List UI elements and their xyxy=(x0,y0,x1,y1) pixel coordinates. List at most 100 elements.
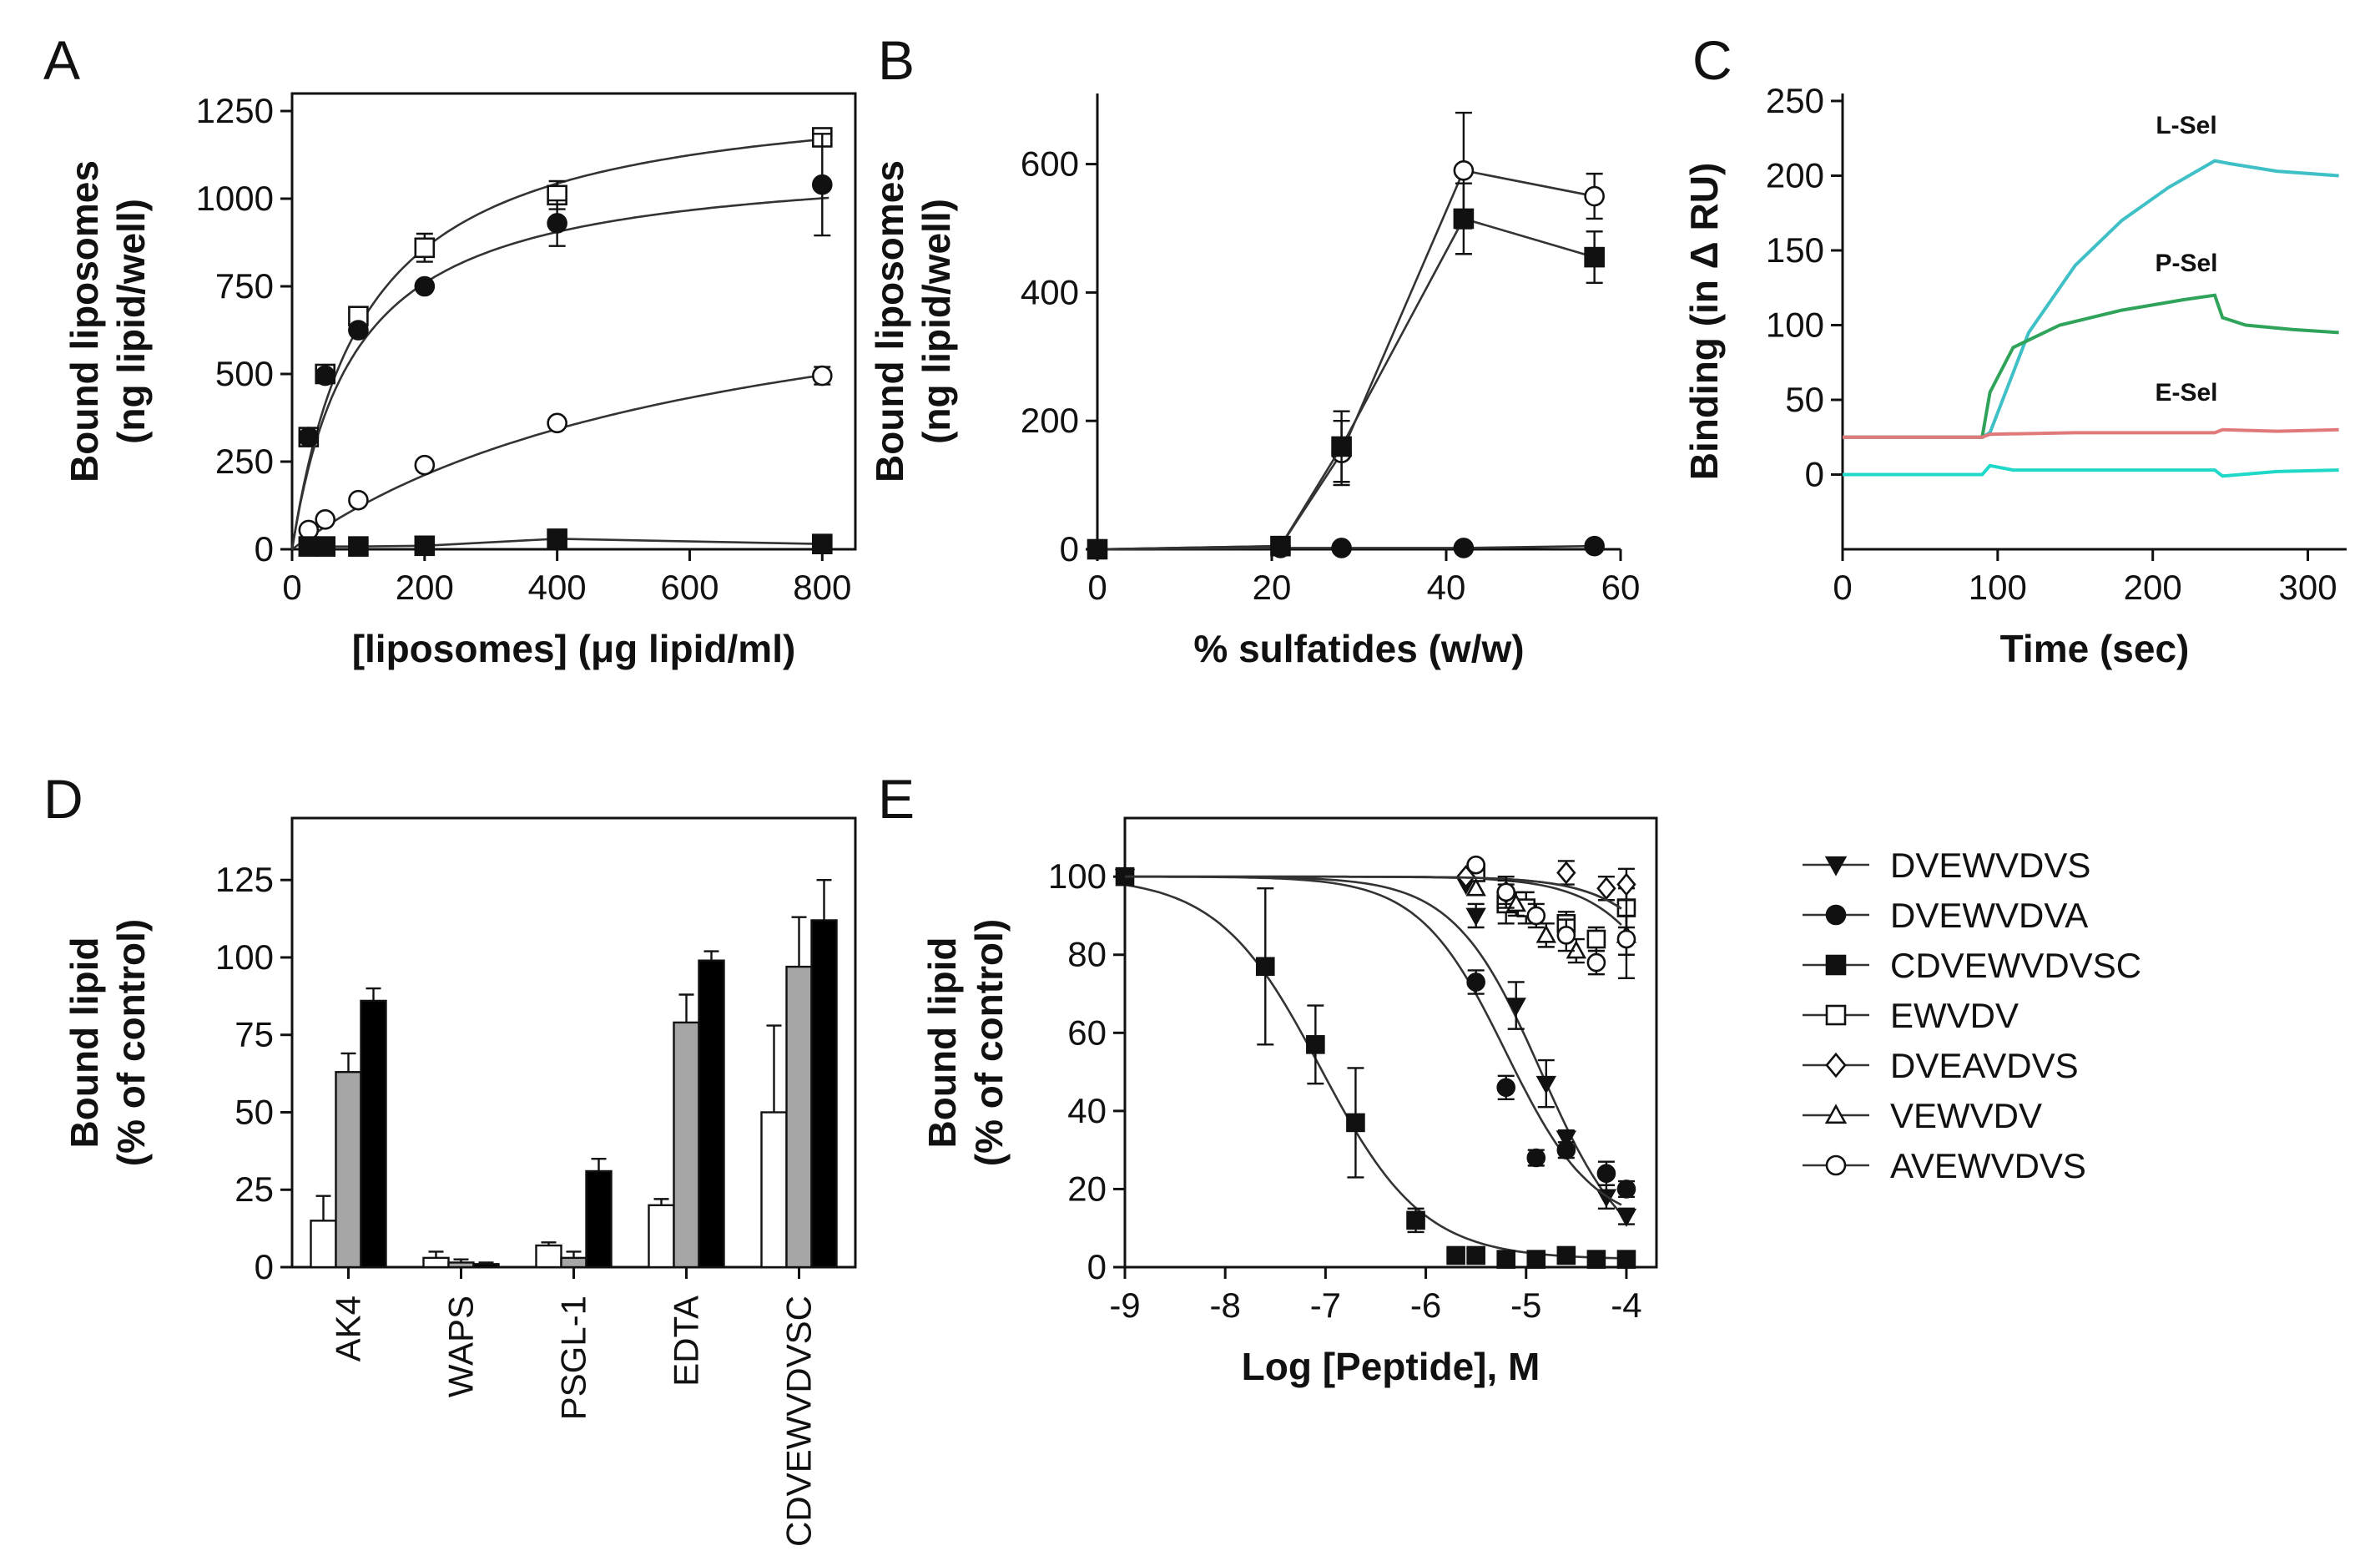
panel-e-x-tick-label: -5 xyxy=(1510,1286,1541,1325)
panel-d-bar-black xyxy=(698,959,725,1269)
panel-a-point xyxy=(298,427,320,447)
panel-e-y-tick-label: 80 xyxy=(1067,935,1107,974)
panel-a-x-tick-label: 200 xyxy=(396,568,454,607)
panel-d-y-tick-label: 100 xyxy=(215,937,274,977)
panel-a-point xyxy=(811,174,833,195)
panel-c-trace-reference xyxy=(1843,463,2339,478)
panel-e-point xyxy=(1465,907,1486,927)
panel-b-chart: 0 200 400 600 0 20 40 60 % sulfatides (w/w) Bound… xyxy=(868,93,1640,670)
legend-label: DVEWVDVA xyxy=(1890,896,2088,935)
panel-d-bar-gray xyxy=(335,1071,362,1269)
panel-e-point xyxy=(1466,1245,1485,1265)
panel-e-point xyxy=(1465,877,1486,897)
panel-a-frame xyxy=(290,92,857,551)
panel-e-x-tick-label: -6 xyxy=(1410,1286,1441,1325)
panel-e-point xyxy=(1406,1210,1425,1230)
panel-a-point xyxy=(348,489,369,511)
panel-d-category-label: PSGL-1 xyxy=(554,1296,593,1420)
panel-e-point xyxy=(1346,1113,1365,1133)
panel-c-label-p-sel: P-Sel xyxy=(2155,250,2217,277)
panel-e-y-tick-label: 40 xyxy=(1067,1091,1107,1130)
panel-d-group-ak4 xyxy=(310,987,387,1269)
panel-b-point xyxy=(1584,535,1605,557)
panel-letter-d: D xyxy=(43,768,83,830)
panel-e-y-tick-label: 20 xyxy=(1067,1169,1107,1208)
panel-b-point xyxy=(1453,538,1475,558)
panel-c-x-tick-label: 300 xyxy=(2278,568,2337,607)
panel-d-chart: 0 25 50 75 100 125 Bound lipid (% of control) AK… xyxy=(63,816,857,1547)
panel-c-x-tick-label: 100 xyxy=(1969,568,2027,607)
panel-e-point xyxy=(1616,872,1636,897)
panel-a-x-tick-label: 600 xyxy=(660,568,719,607)
panel-a-y-tick-label: 1000 xyxy=(196,179,274,218)
panel-a-point xyxy=(414,237,436,259)
panel-b-y-tick-label: 600 xyxy=(1021,144,1079,184)
panel-e-point xyxy=(1446,1245,1465,1265)
panel-e-y-tick-label: 100 xyxy=(1048,856,1107,896)
panel-a-point xyxy=(315,508,336,530)
panel-a-y-axis-title: (ng lipid/well) xyxy=(109,199,153,444)
panel-c-x-axis-title: Time (sec) xyxy=(2000,627,2190,670)
panel-b-series-filled-squares xyxy=(1087,182,1605,560)
legend-label: DVEAVDVS xyxy=(1890,1046,2079,1085)
panel-e-point xyxy=(1496,882,1516,902)
legend-marker xyxy=(1825,1004,1847,1026)
panel-a-series-filled-squares xyxy=(298,528,833,557)
panel-e-x-tick-label: -4 xyxy=(1611,1286,1641,1325)
panel-e-point xyxy=(1616,929,1636,949)
panel-d-group-cdvewvdvsc xyxy=(760,879,838,1269)
panel-e-y-axis-title: Bound lipid xyxy=(920,937,964,1149)
legend-item-ewvdv: EWVDV xyxy=(1803,996,2019,1035)
panel-e-point xyxy=(1535,924,1557,943)
legend-label: DVEWVDVS xyxy=(1890,846,2090,885)
panel-e-x-axis-title: Log [Peptide], M xyxy=(1242,1345,1540,1388)
panel-e-x-tick-label: -7 xyxy=(1310,1286,1341,1325)
panel-c-y-tick-label: 0 xyxy=(1805,454,1824,493)
panel-e-point xyxy=(1255,957,1275,977)
panel-a-point xyxy=(547,412,567,434)
panel-e-point xyxy=(1526,1250,1546,1269)
panel-b-line xyxy=(1097,217,1596,551)
panel-a-series-open-squares xyxy=(290,127,833,550)
panel-a-y-tick-label: 750 xyxy=(215,266,274,306)
panel-b-point xyxy=(1584,185,1605,207)
panel-c-label-e-sel: E-Sel xyxy=(2155,379,2217,407)
panel-e-point xyxy=(1556,861,1576,885)
panel-e-point xyxy=(1526,906,1546,926)
panel-b-y-tick-label: 400 xyxy=(1021,272,1079,311)
panel-e-point xyxy=(1586,1250,1606,1269)
legend-item-vewvdv: VEWVDV xyxy=(1803,1096,2042,1135)
panel-e-point xyxy=(1586,952,1606,972)
panel-d-y-tick-label: 50 xyxy=(234,1092,274,1131)
panel-d-y-axis-title: (% of control) xyxy=(109,919,153,1166)
legend-marker xyxy=(1824,856,1848,876)
panel-c-x-tick-label: 200 xyxy=(2124,568,2182,607)
legend-item-dvewvdvs: DVEWVDVS xyxy=(1803,846,2090,885)
legend-item-dvewvdva: DVEWVDVA xyxy=(1803,896,2088,935)
panel-c-y-tick-label: 200 xyxy=(1766,155,1824,194)
panel-b-series-open-circles xyxy=(1087,111,1605,560)
legend-item-dveavdvs: DVEAVDVS xyxy=(1803,1046,2079,1085)
panel-e-point xyxy=(1596,1164,1616,1184)
panel-b-point xyxy=(1270,538,1291,558)
panel-a-point xyxy=(811,365,833,386)
panel-e-point xyxy=(1535,1075,1557,1094)
panel-d-y-tick-label: 25 xyxy=(234,1169,274,1209)
panel-b-y-tick-label: 200 xyxy=(1021,401,1079,440)
panel-e-point xyxy=(1306,1035,1325,1054)
panel-e-point xyxy=(1556,1130,1577,1149)
panel-a-series-filled-circles xyxy=(290,133,833,550)
panel-b-point xyxy=(1087,538,1108,560)
panel-e-point xyxy=(1466,855,1485,875)
panel-d-category-label: EDTA xyxy=(667,1296,706,1387)
panel-d-y-tick-label: 75 xyxy=(234,1015,274,1054)
panel-e-y-tick-label: 0 xyxy=(1087,1247,1107,1286)
panel-d-bar-white xyxy=(422,1256,450,1269)
panel-d-bar-white xyxy=(310,1220,337,1269)
panel-a-point xyxy=(547,528,567,549)
panel-d-bar-gray xyxy=(673,1021,700,1269)
panel-c-y-tick-label: 100 xyxy=(1766,305,1824,344)
panel-b-y-axis-title: (ng lipid/well) xyxy=(915,199,958,444)
panel-a-x-axis-title: [liposomes] (μg lipid/ml) xyxy=(352,627,796,670)
